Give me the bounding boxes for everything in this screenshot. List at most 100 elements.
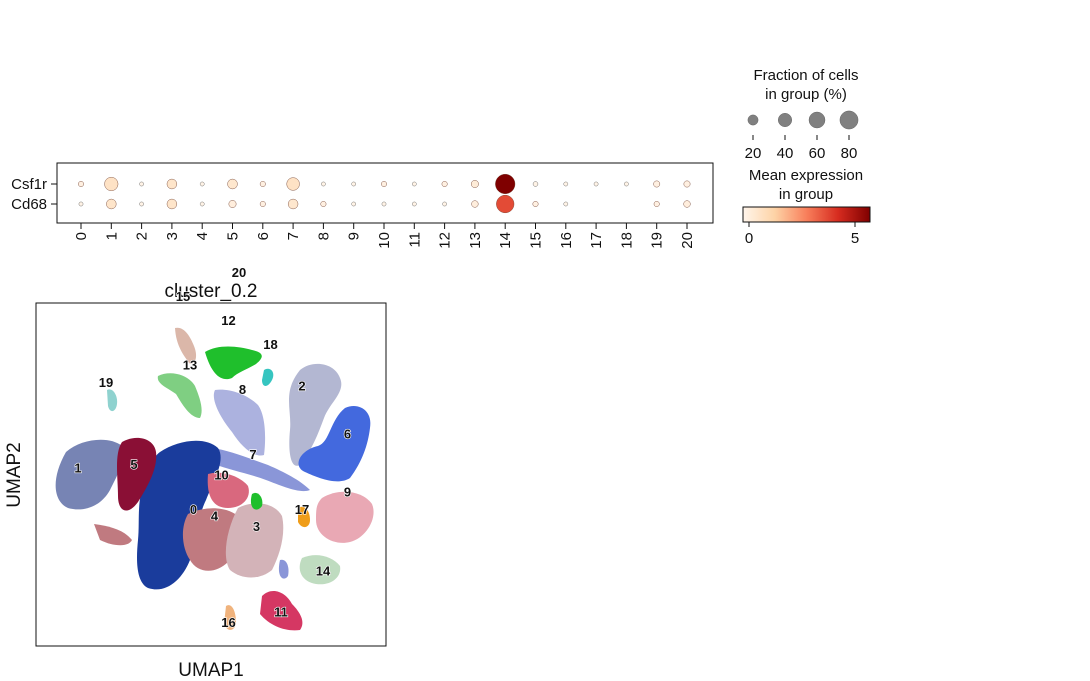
size-legend-dot bbox=[778, 113, 792, 127]
group-label: 12 bbox=[437, 232, 454, 249]
cluster-label-6: 6 bbox=[344, 426, 351, 441]
color-legend-bar bbox=[742, 206, 871, 223]
cluster-label-19: 19 bbox=[99, 375, 113, 390]
cluster-label-12: 12 bbox=[221, 313, 235, 328]
cluster-14-region bbox=[299, 555, 341, 585]
dot-csf1r-17 bbox=[593, 181, 599, 187]
group-label: 9 bbox=[346, 232, 363, 240]
dot-cd68-6 bbox=[259, 201, 266, 207]
umap-frame bbox=[35, 302, 387, 647]
size-legend-label: 80 bbox=[841, 145, 858, 162]
umap-panel: cluster_0.2 bbox=[4, 265, 387, 681]
size-legend-label: 40 bbox=[777, 145, 794, 162]
cluster-8-region bbox=[213, 389, 266, 456]
group-label: 7 bbox=[285, 232, 302, 240]
size-legend-label: 20 bbox=[745, 145, 762, 162]
dot-cd68-5 bbox=[228, 200, 237, 208]
dot-cd68-4 bbox=[199, 201, 205, 207]
size-legend: Fraction of cells in group (%) 20 40 60 80 bbox=[745, 67, 859, 162]
size-legend-title: Fraction of cells bbox=[753, 67, 858, 84]
dot-csf1r-7 bbox=[286, 177, 300, 191]
dot-csf1r-6 bbox=[259, 181, 266, 187]
cluster-0-region bbox=[137, 440, 221, 590]
cluster-label-3: 3 bbox=[253, 519, 260, 534]
dot-csf1r-13 bbox=[471, 180, 479, 188]
color-legend: Mean expression in group 0 5 bbox=[742, 167, 871, 247]
group-label: 0 bbox=[73, 232, 90, 240]
cluster-10-region bbox=[207, 472, 249, 508]
dot-csf1r-11 bbox=[412, 181, 417, 187]
group-label: 2 bbox=[134, 232, 151, 240]
dot-csf1r-18 bbox=[624, 181, 629, 187]
cluster-label-5: 5 bbox=[130, 457, 137, 472]
group-label: 19 bbox=[649, 232, 666, 249]
dot-csf1r-5 bbox=[227, 178, 238, 190]
cluster-4-region bbox=[182, 508, 241, 571]
dot-cd68-10 bbox=[381, 201, 387, 207]
cluster-12-region bbox=[205, 346, 262, 380]
cluster-12-satellite bbox=[250, 492, 263, 510]
cluster-13-region bbox=[157, 373, 202, 418]
cluster-label-1: 1 bbox=[74, 461, 81, 476]
cluster-5-region bbox=[117, 437, 157, 511]
cluster-label-14: 14 bbox=[316, 564, 331, 579]
dot-csf1r-20 bbox=[683, 180, 691, 188]
dot-cd68-3 bbox=[166, 198, 178, 210]
size-legend-dot bbox=[839, 110, 859, 130]
dot-csf1r-19 bbox=[653, 180, 661, 188]
dot-csf1r-9 bbox=[351, 181, 356, 187]
cluster-2-region bbox=[289, 363, 342, 466]
cluster-11-region bbox=[260, 590, 303, 631]
dot-csf1r-2 bbox=[139, 181, 144, 187]
group-label: 13 bbox=[467, 232, 484, 249]
gene-label-csf1r: Csf1r bbox=[11, 176, 47, 193]
cluster-15-region bbox=[175, 327, 197, 364]
dot-cd68-13 bbox=[471, 200, 479, 208]
dot-csf1r-12 bbox=[441, 181, 448, 187]
group-label: 1 bbox=[103, 232, 120, 240]
group-label: 8 bbox=[315, 232, 332, 240]
size-legend-dot bbox=[747, 114, 759, 126]
group-label: 10 bbox=[376, 232, 393, 249]
cluster-label-9: 9 bbox=[344, 485, 351, 500]
color-legend-tick-min: 0 bbox=[745, 230, 753, 247]
dot-cd68-16 bbox=[563, 201, 569, 207]
group-label: 4 bbox=[194, 232, 211, 240]
dot-cd68-8 bbox=[320, 201, 327, 207]
size-legend-label: 60 bbox=[809, 145, 826, 162]
group-label: 11 bbox=[406, 232, 423, 248]
cluster-label-20: 20 bbox=[232, 265, 246, 280]
group-label: 14 bbox=[497, 232, 514, 249]
dotplot-frame bbox=[56, 162, 714, 224]
umap-cluster-layer bbox=[55, 327, 374, 631]
dot-cd68-9 bbox=[351, 201, 356, 207]
cluster-6-region bbox=[298, 406, 371, 482]
cluster-label-15: 15 bbox=[176, 289, 190, 304]
group-label: 15 bbox=[528, 232, 545, 249]
group-label: 17 bbox=[588, 232, 605, 249]
umap-xlabel: UMAP1 bbox=[178, 660, 243, 681]
gene-label-cd68: Cd68 bbox=[11, 196, 47, 213]
color-legend-tick-max: 5 bbox=[851, 230, 859, 247]
group-label: 5 bbox=[225, 232, 242, 240]
dot-cd68-7 bbox=[287, 198, 299, 210]
dot-csf1r-0 bbox=[78, 181, 84, 187]
dot-cd68-20 bbox=[683, 200, 691, 208]
size-legend-dot bbox=[808, 111, 826, 129]
cluster-label-13: 13 bbox=[183, 358, 197, 373]
cluster-label-8: 8 bbox=[239, 382, 246, 397]
dot-cd68-15 bbox=[532, 201, 539, 207]
cluster-label-2: 2 bbox=[298, 378, 305, 393]
cluster-1-region bbox=[55, 439, 124, 510]
dot-csf1r-4 bbox=[199, 181, 205, 187]
cluster-label-16: 16 bbox=[221, 615, 235, 630]
cluster-label-17: 17 bbox=[295, 502, 309, 517]
dot-cd68-2 bbox=[139, 201, 144, 207]
cluster-label-11: 11 bbox=[274, 605, 288, 620]
group-label: 20 bbox=[679, 232, 696, 249]
cluster-7-region bbox=[212, 448, 310, 492]
dotplot-panel: Csf1r Cd68 0 1 2 3 4 5 6 7 8 9 10 11 12 13 14 15 16 17 18 1… bbox=[11, 162, 714, 249]
cluster-3-region bbox=[225, 503, 284, 578]
cluster-label-18: 18 bbox=[263, 337, 277, 352]
group-label: 16 bbox=[558, 232, 575, 249]
